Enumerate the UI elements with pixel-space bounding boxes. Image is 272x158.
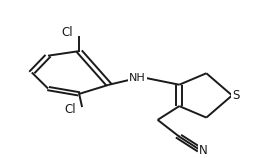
Text: N: N [199,144,208,157]
Text: S: S [233,89,240,102]
Text: Cl: Cl [61,26,73,39]
Text: Cl: Cl [64,103,76,116]
Text: NH: NH [129,73,146,83]
